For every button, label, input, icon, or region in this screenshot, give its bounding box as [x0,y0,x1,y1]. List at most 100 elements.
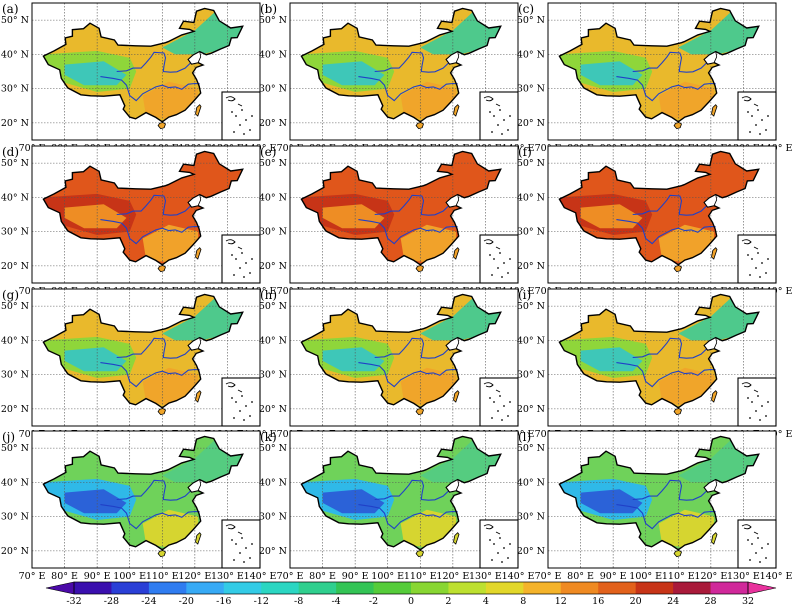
colorbar-segment [186,582,225,594]
colorbar-tick-label: 12 [555,596,567,605]
colorbar-tick-label: -28 [104,596,119,605]
rivers [100,479,200,530]
panel-label: (i) [518,288,531,302]
china-border [300,435,502,551]
colorbar-tick-label: 32 [742,596,754,605]
map-panel-c: 50° N40° N30° N20° N70° E80° E90° E100° … [517,2,793,154]
lat-tick-label: 50° N [259,15,287,26]
lat-tick-label: 30° N [259,84,287,95]
china-border [42,435,244,551]
panel-label: (h) [260,288,277,302]
lat-tick-label: 20° N [517,546,545,557]
rivers [616,194,716,245]
colorbar-tick-label: -20 [179,596,194,605]
lat-tick-label: 30° N [1,227,29,238]
colorbar-segment [148,582,187,594]
lat-tick-label: 20° N [1,404,29,415]
colorbar-segment [598,582,637,594]
lon-tick-label: 130° E [211,571,244,582]
lon-tick-label: 110° E [662,571,695,582]
south-china-sea-inset [737,519,777,569]
lon-tick-label: 130° E [469,571,502,582]
rivers [358,51,458,102]
map-panel-k: 50° N 40° N 30° N 20° N 70° E 80° E 90° E 100° … [259,430,535,582]
lat-tick-label: 30° N [1,512,29,523]
lat-tick-label: 20° N [517,404,545,415]
lat-tick-label: 30° N [1,84,29,95]
lon-tick-label: 140° E [244,571,277,582]
south-china-sea-inset [221,234,261,284]
colorbar-tick-label: -12 [254,596,269,605]
lon-tick-label: 70° E [19,571,46,582]
panel-label: (c) [518,2,534,16]
lon-tick-label: 100° E [629,571,662,582]
colorbar-tick-label: -8 [294,596,303,605]
south-china-sea-inset [479,519,519,569]
china-border [42,150,244,266]
panel-label: (a) [2,2,19,16]
rivers [100,51,200,102]
panel-label: (j) [2,430,15,444]
south-china-sea-inset [737,91,777,141]
lat-tick-label: 20° N [1,546,29,557]
panel-label: (b) [260,2,277,16]
colorbar-tick-label: 24 [667,596,679,605]
china-border [558,7,760,123]
lat-tick-label: 50° N [517,301,545,312]
colorbar-tick-label: -32 [66,596,81,605]
panel-label: (d) [2,145,19,159]
lon-tick-label: 120° E [694,571,727,582]
rivers [100,337,200,388]
lon-tick-label: 120° E [178,571,211,582]
lon-tick-label: 140° E [502,571,535,582]
colorbar-tick-label: 8 [520,596,526,605]
south-china-sea-inset [737,377,777,427]
lon-tick-label: 80° E [51,571,78,582]
colorbar-segment [673,582,712,594]
lat-tick-label: 30° N [517,227,545,238]
colorbar-svg: -32 -28 -24 -20 -16 -12 -8 -4 -2 0 2 4 8 12 16 20 24 28 32 [45,581,777,607]
lat-tick-label: 50° N [259,158,287,169]
panel-label: (g) [2,288,19,302]
rivers [616,479,716,530]
colorbar-tick-label: -4 [331,596,340,605]
lat-tick-label: 20° N [517,118,545,129]
lat-tick-label: 50° N [1,158,29,169]
lat-tick-label: 40° N [517,192,545,203]
colorbar-segment [448,582,487,594]
lat-tick-label: 40° N [1,49,29,60]
lat-tick-label: 50° N [1,15,29,26]
lat-tick-label: 20° N [259,546,287,557]
china-border [300,293,502,409]
panel-label: (k) [260,430,277,444]
lat-tick-label: 20° N [1,261,29,272]
lat-tick-label: 20° N [517,261,545,272]
lat-tick-label: 20° N [1,118,29,129]
colorbar-segment [261,582,300,594]
panel-label: (e) [260,145,276,159]
colorbar-min-arrow [45,581,75,595]
lon-tick-label: 70° E [535,571,562,582]
colorbar-max-arrow [747,581,777,595]
lat-tick-label: 30° N [517,84,545,95]
lon-tick-label: 90° E [342,571,369,582]
lat-tick-label: 40° N [1,335,29,346]
colorbar-tick-label: 20 [630,596,642,605]
rivers [358,194,458,245]
map-panel-a: 50° N40° N30° N20° N70° E80° E90° E100° … [1,2,277,154]
lat-tick-label: 50° N [517,443,545,454]
map-svg: 50° N40° N30° N20° N70° E80° E90° E100° … [517,145,793,297]
map-svg: 50° N40° N30° N20° N70° E80° E90° E100° … [517,2,793,154]
lat-tick-label: 50° N [259,443,287,454]
south-china-sea-inset [221,91,261,141]
china-border [558,150,760,266]
map-svg: 50° N40° N30° N20° N70° E80° E90° E100° … [259,145,535,297]
lat-tick-label: 40° N [259,49,287,60]
lat-tick-label: 30° N [1,370,29,381]
colorbar-segment [111,582,150,594]
map-panel-h: 50° N40° N30° N20° N70° E80° E90° E100° … [259,288,535,440]
lon-tick-label: 140° E [760,571,793,582]
colorbar-segment [560,582,599,594]
